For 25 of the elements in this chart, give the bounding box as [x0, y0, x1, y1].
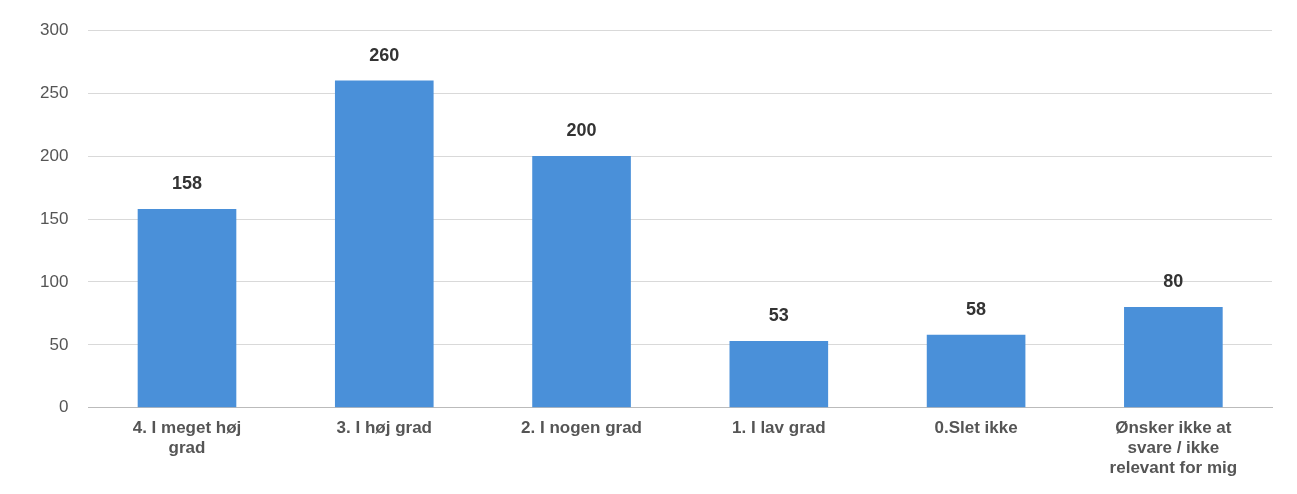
data-label: 80: [1163, 271, 1184, 292]
y-tick-label: 150: [39, 208, 69, 228]
y-tick-label: 300: [39, 19, 69, 39]
y-tick-label: 0: [58, 397, 69, 417]
data-label: 53: [768, 305, 789, 326]
data-label: 200: [566, 120, 597, 141]
y-tick-label: 100: [39, 271, 69, 291]
x-tick-label: 4. I meget høj grad: [132, 417, 242, 458]
bar: [137, 208, 237, 408]
y-tick-label: 50: [49, 334, 69, 354]
x-tick-label: 0.Slet ikke: [934, 417, 1018, 437]
data-label: 58: [966, 298, 987, 319]
x-tick-label: 1. I lav grad: [732, 417, 826, 437]
y-tick-label: 200: [39, 145, 69, 165]
bar: [1124, 307, 1223, 408]
x-tick-label: 3. I høj grad: [336, 417, 432, 437]
y-tick-label: 250: [39, 82, 69, 102]
x-tick-label: Ønsker ikke at svare / ikke relevant for mig: [1109, 417, 1238, 478]
bar: [334, 80, 434, 408]
bar: [926, 334, 1026, 408]
data-label: 158: [171, 172, 203, 193]
bar: [729, 341, 829, 408]
x-tick-label: 2. I nogen grad: [521, 417, 642, 437]
data-label: 260: [369, 44, 400, 65]
bar: [532, 156, 631, 408]
